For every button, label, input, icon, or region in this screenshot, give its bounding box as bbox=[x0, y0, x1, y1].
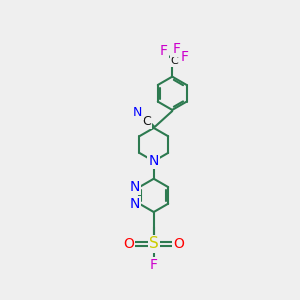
Text: F: F bbox=[172, 42, 180, 56]
Text: N: N bbox=[133, 106, 142, 118]
Text: F: F bbox=[180, 50, 188, 64]
Text: F: F bbox=[150, 258, 158, 272]
Text: F: F bbox=[160, 44, 167, 58]
Text: S: S bbox=[149, 236, 159, 251]
Text: C: C bbox=[171, 56, 178, 66]
Text: N: N bbox=[130, 197, 140, 211]
Text: O: O bbox=[173, 237, 184, 251]
Text: O: O bbox=[123, 237, 134, 251]
Text: C: C bbox=[142, 115, 151, 128]
Text: N: N bbox=[148, 154, 159, 168]
Text: N: N bbox=[130, 180, 140, 194]
